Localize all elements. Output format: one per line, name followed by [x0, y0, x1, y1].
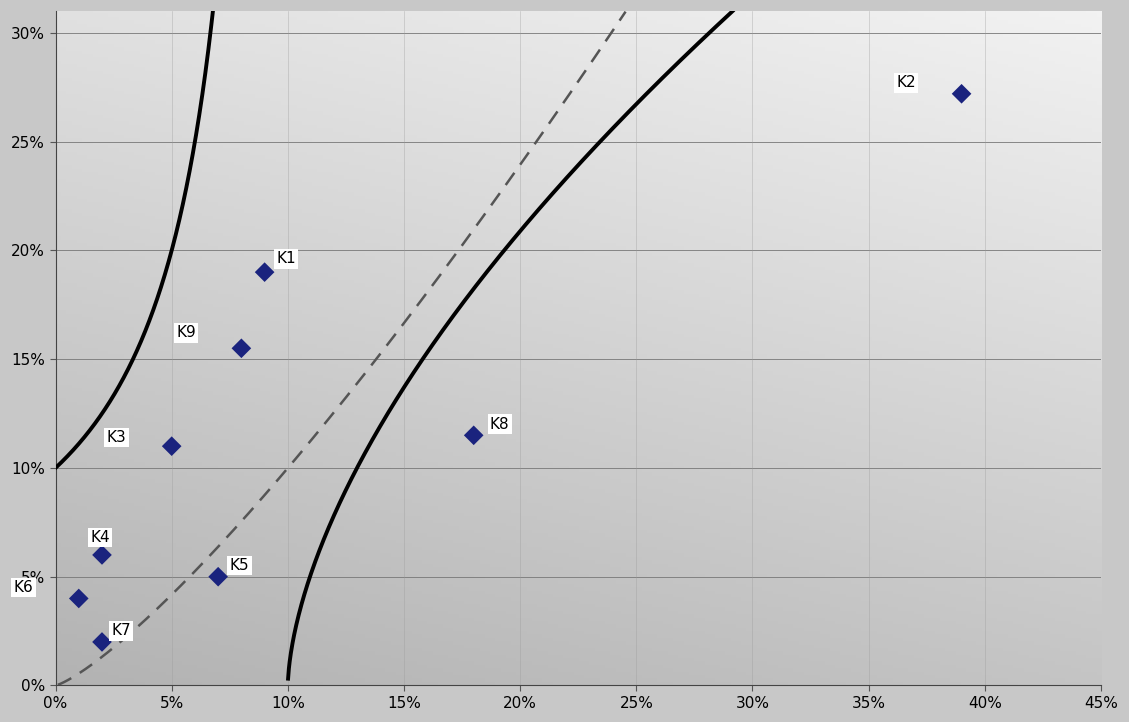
Text: K1: K1	[277, 251, 296, 266]
Point	[255, 266, 273, 278]
Text: K6: K6	[14, 580, 34, 595]
Point	[93, 549, 111, 561]
Point	[163, 440, 181, 452]
Text: K9: K9	[176, 326, 196, 340]
Point	[233, 342, 251, 354]
Point	[70, 593, 88, 604]
Point	[93, 636, 111, 648]
Text: K8: K8	[490, 417, 509, 432]
Point	[465, 430, 483, 441]
Point	[953, 88, 971, 100]
Text: K5: K5	[230, 558, 250, 573]
Text: K7: K7	[112, 623, 131, 638]
Point	[209, 571, 227, 583]
Text: K2: K2	[896, 75, 916, 90]
Text: K3: K3	[106, 430, 126, 445]
Text: K4: K4	[90, 530, 110, 545]
